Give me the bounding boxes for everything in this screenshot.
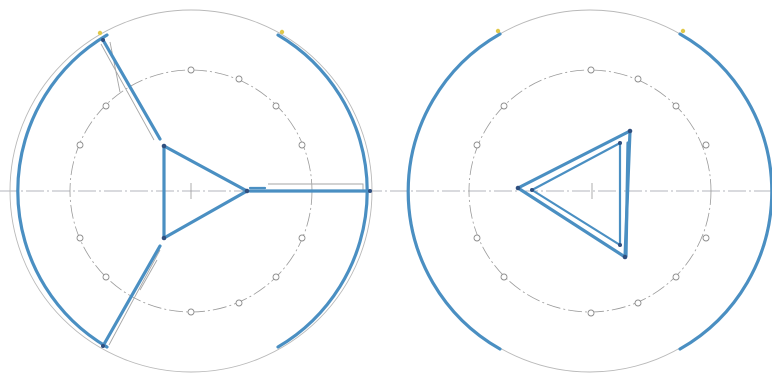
left-ghost-arm-bottom-2 (139, 259, 158, 291)
left-hole (102, 102, 110, 110)
right-hole (500, 102, 508, 110)
left-joint (161, 235, 167, 241)
left-hole (235, 75, 243, 83)
right-hole (473, 141, 481, 149)
right-hole (702, 234, 710, 242)
right-arc-outer-left (406, 32, 502, 351)
right-hole (473, 234, 481, 242)
right-hole (587, 309, 595, 317)
left-hole (298, 234, 306, 242)
left-joint (161, 143, 167, 149)
right-hole (634, 299, 642, 307)
right-holes (473, 66, 710, 317)
right-marker-top-left (495, 28, 501, 34)
right-joint (622, 254, 628, 260)
left-drawing (9, 9, 373, 373)
right-joint (627, 128, 633, 134)
left-joint (101, 344, 105, 348)
left-hole (272, 102, 280, 110)
left-arm-top (101, 38, 162, 141)
left-ghost-arm-bottom (108, 249, 161, 346)
right-hole (672, 102, 680, 110)
right-joint (618, 243, 622, 247)
left-arc-outer-left (16, 33, 109, 349)
left-hole (102, 273, 110, 281)
left-ghost-arm-top (100, 43, 155, 141)
left-hole (298, 141, 306, 149)
right-hole (634, 75, 642, 83)
left-triangle (162, 144, 249, 240)
left-hole (187, 66, 195, 74)
right-joint (530, 188, 534, 192)
left-ghost-arm-right (268, 183, 364, 191)
left-joint (244, 188, 250, 194)
left-hole (76, 234, 84, 242)
left-arm-bottom (101, 244, 162, 348)
right-triangle-inner (530, 141, 622, 247)
right-hole (702, 141, 710, 149)
right-triangle-outer (516, 129, 632, 259)
right-link-vertical (624, 141, 630, 258)
left-hole (76, 141, 84, 149)
left-marker-top-left (97, 30, 103, 36)
right-hole (500, 273, 508, 281)
left-joint (101, 38, 105, 42)
right-hole (672, 273, 680, 281)
left-marker-top-right (279, 29, 285, 35)
left-holes (76, 66, 306, 316)
right-hole (587, 66, 595, 74)
right-joint (515, 185, 521, 191)
left-hole (235, 299, 243, 307)
left-joint (368, 189, 372, 193)
right-arc-outer-right (678, 32, 772, 351)
right-joint (618, 141, 622, 145)
left-ghost-arm-top-2 (109, 41, 121, 93)
left-hole (187, 308, 195, 316)
left-hole (272, 273, 280, 281)
right-marker-top-right (680, 28, 686, 34)
